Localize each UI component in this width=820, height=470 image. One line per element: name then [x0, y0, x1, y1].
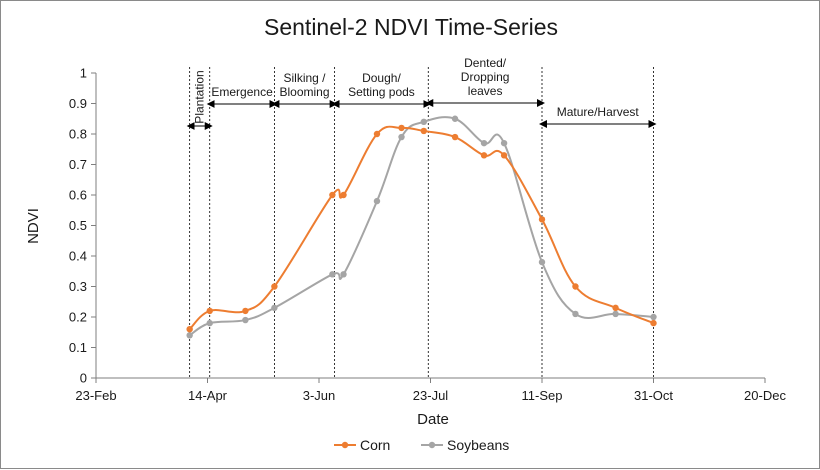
data-point-soybeans: [242, 316, 249, 324]
data-point-soybeans: [612, 310, 619, 318]
data-point-soybeans: [420, 118, 428, 126]
data-point-corn: [206, 307, 213, 315]
x-tick-label: 3-Jun: [303, 388, 336, 403]
stage-label: Dented/: [464, 56, 507, 70]
data-point-corn: [500, 152, 508, 159]
data-point-corn: [572, 283, 579, 290]
data-point-corn: [650, 319, 657, 327]
data-point-soybeans: [340, 271, 347, 278]
data-point-soybeans: [373, 197, 381, 205]
y-tick-label: 1: [80, 66, 87, 81]
data-point-soybeans: [650, 313, 657, 321]
data-point-corn: [398, 124, 405, 132]
stage-label: Emergence: [211, 85, 273, 99]
y-tick-label: 0.2: [69, 310, 87, 325]
y-tick-label: 0.3: [69, 279, 87, 294]
stage-label: Dropping: [461, 70, 510, 84]
x-tick-label: 14-Apr: [188, 388, 228, 403]
chart-title: Sentinel-2 NDVI Time-Series: [264, 14, 558, 40]
data-point-corn: [538, 216, 546, 223]
data-point-corn: [186, 326, 193, 333]
y-tick-label: 0: [80, 371, 87, 386]
data-point-soybeans: [206, 319, 213, 327]
axis-layer: 0 0.1 0.2 0.3 0.4 0.5 0.6 0.7 0.8 0.9 1 23-Feb 14-Ap…: [69, 66, 787, 404]
data-point-corn: [242, 307, 249, 315]
data-point-soybeans: [538, 258, 546, 266]
data-point-soybeans: [572, 310, 579, 318]
stage-label: leaves: [468, 84, 503, 98]
x-tick-label: 23-Jul: [413, 388, 449, 403]
data-point-corn: [373, 130, 381, 138]
x-axis-label: Date: [417, 411, 449, 428]
stage-layer: Plantation Emergence Silking /Blooming Doug…: [186, 56, 657, 378]
stage-label: Dough/: [362, 71, 401, 85]
stage-label: Setting pods: [348, 85, 415, 99]
data-point-corn: [340, 191, 347, 199]
legend-swatch-marker: [428, 441, 436, 449]
data-point-corn: [271, 283, 278, 290]
stage-label: Mature/Harvest: [557, 105, 640, 119]
y-tick-label: 0.1: [69, 340, 87, 355]
legend-label: Corn: [360, 437, 390, 453]
stage-label: Blooming: [279, 85, 329, 99]
y-tick-label: 0.7: [69, 157, 87, 172]
legend-label: Soybeans: [447, 437, 509, 453]
y-tick-label: 0.4: [69, 249, 87, 264]
y-tick-label: 0.9: [69, 96, 87, 111]
series-line-corn: [188, 125, 654, 330]
data-point-soybeans: [186, 332, 193, 339]
data-point-corn: [329, 191, 336, 199]
x-tick-label: 20-Dec: [744, 388, 786, 403]
y-tick-label: 0.6: [69, 188, 87, 203]
x-tick-label: 23-Feb: [75, 388, 116, 403]
series-line-soybeans: [189, 116, 654, 337]
stage-label: Silking /: [283, 71, 326, 85]
x-tick-label: 31-Oct: [634, 388, 673, 403]
data-point-soybeans: [398, 133, 405, 141]
data-point-corn: [480, 152, 488, 159]
legend-swatch-marker: [341, 441, 349, 449]
y-axis-label: NDVI: [25, 208, 42, 244]
data-point-soybeans: [480, 139, 488, 147]
stage-label: Plantation: [193, 70, 207, 123]
y-tick-label: 0.8: [69, 127, 87, 142]
data-point-soybeans: [271, 304, 278, 312]
data-point-corn: [420, 127, 428, 135]
legend: Corn Soybeans: [334, 437, 509, 453]
data-point-corn: [451, 133, 459, 141]
data-point-soybeans: [329, 271, 336, 278]
data-point-corn: [612, 304, 619, 312]
x-tick-label: 11-Sep: [522, 388, 563, 403]
data-point-soybeans: [500, 139, 508, 147]
data-point-soybeans: [451, 115, 459, 122]
y-tick-label: 0.5: [69, 218, 87, 233]
series-layer: [186, 115, 657, 339]
